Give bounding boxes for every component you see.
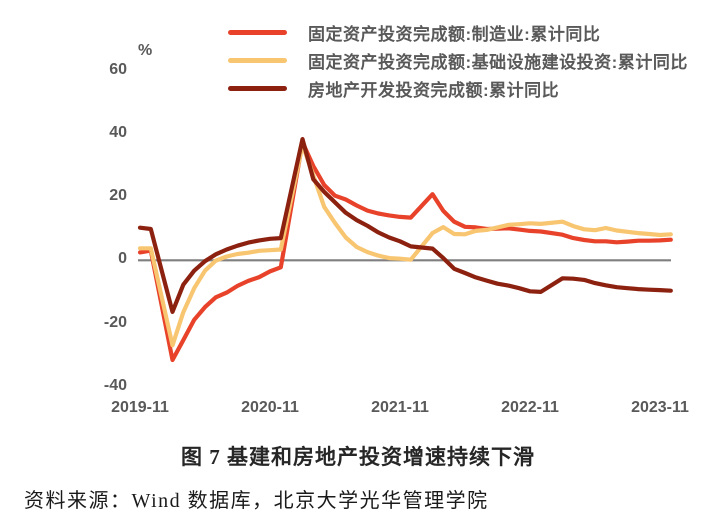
series-swatch-infrastructure — [228, 57, 287, 63]
legend-item-infrastructure: 固定资产投资完成额:基础设施建设投资:累计同比 — [228, 50, 688, 72]
legend-label-realestate: 房地产开发投资完成额:累计同比 — [308, 80, 560, 100]
y-tick-40: 40 — [109, 124, 127, 141]
legend-item-realestate: 房地产开发投资完成额:累计同比 — [228, 78, 688, 100]
y-tick-neg20: -20 — [103, 314, 127, 331]
figure-caption: 图 7 基建和房地产投资增速持续下滑 — [181, 445, 535, 469]
x-tick-2020-11: 2020-11 — [241, 399, 299, 416]
chart-canvas — [137, 137, 673, 363]
y-tick-20: 20 — [109, 187, 127, 204]
series-line-0 — [137, 140, 673, 363]
series-swatch-realestate — [228, 85, 287, 91]
series-line-1 — [137, 142, 673, 348]
y-tick-60: 60 — [109, 61, 127, 78]
chart-legend: 固定资产投资完成额:制造业:累计同比 固定资产投资完成额:基础设施建设投资:累计… — [228, 22, 688, 100]
x-tick-2022-11: 2022-11 — [501, 399, 559, 416]
x-tick-2021-11: 2021-11 — [371, 399, 429, 416]
series-swatch-manufacturing — [228, 29, 287, 35]
y-tick-0: 0 — [118, 250, 127, 267]
data-source-note: 资料来源：Wind 数据库，北京大学光华管理学院 — [24, 490, 489, 512]
y-axis-unit-label: % — [138, 42, 153, 59]
x-tick-2023-11: 2023-11 — [631, 399, 689, 416]
y-tick-neg40: -40 — [103, 377, 127, 394]
x-tick-2019-11: 2019-11 — [111, 399, 169, 416]
legend-label-manufacturing: 固定资产投资完成额:制造业:累计同比 — [308, 24, 601, 44]
legend-label-infrastructure: 固定资产投资完成额:基础设施建设投资:累计同比 — [308, 52, 688, 72]
legend-item-manufacturing: 固定资产投资完成额:制造业:累计同比 — [228, 22, 688, 44]
series-line-2 — [137, 137, 673, 314]
